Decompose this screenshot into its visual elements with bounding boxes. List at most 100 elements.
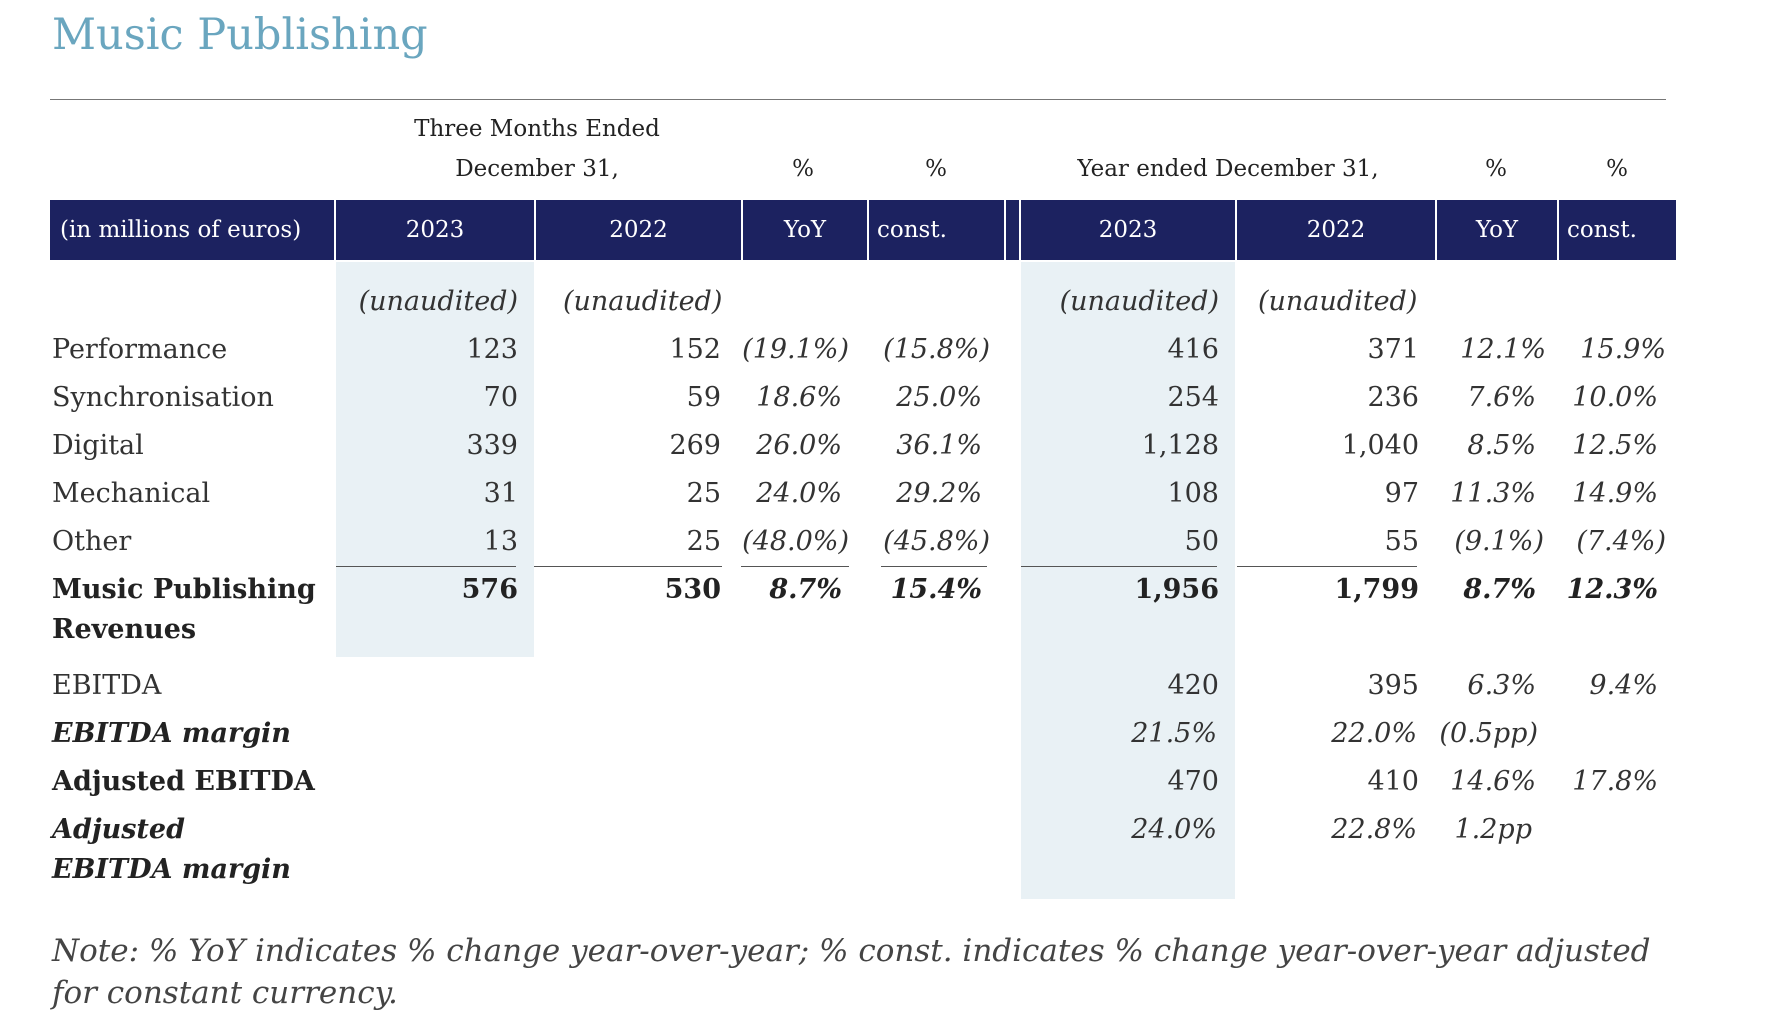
- cell-y2022: 410: [1367, 766, 1419, 797]
- band-separator: [334, 200, 336, 260]
- cell-q2022: 530: [664, 574, 721, 605]
- cell-yconst: (7.4%): [1576, 526, 1666, 557]
- row-label: Mechanical: [52, 478, 211, 509]
- header-pct-yyoy: %: [1485, 156, 1507, 182]
- cell-y2023: 420: [1167, 670, 1219, 701]
- row-label: Performance: [52, 334, 228, 365]
- band-separator: [1235, 200, 1237, 260]
- band-col-y2023: 2023: [1098, 217, 1158, 243]
- band-col-y2022: 2022: [1306, 217, 1366, 243]
- cell-q2022: 25: [686, 526, 721, 557]
- cell-qconst: 15.4%: [890, 574, 982, 605]
- cell-yconst: 14.9%: [1572, 478, 1658, 509]
- cell-qyoy: 18.6%: [756, 382, 842, 413]
- header-year: Year ended December 31,: [1077, 156, 1379, 182]
- cell-q2023: 31: [483, 478, 518, 509]
- cell-q2022: 25: [686, 478, 721, 509]
- subtotal-rule: [881, 566, 987, 567]
- cell-y2023: 254: [1167, 382, 1219, 413]
- cell-yyoy: 12.1%: [1460, 334, 1546, 365]
- band-separator: [867, 200, 869, 260]
- cell-q2022: 269: [669, 430, 721, 461]
- band-separator: [1004, 200, 1006, 260]
- unaudited-y2022: (unaudited): [1258, 286, 1418, 317]
- cell-qconst: 36.1%: [896, 430, 982, 461]
- cell-qconst: (45.8%): [883, 526, 990, 557]
- page-title: Music Publishing: [52, 10, 428, 60]
- cell-q2023: 123: [466, 334, 518, 365]
- unaudited-q2023: (unaudited): [358, 286, 518, 317]
- row-label: Adjusted: [52, 814, 185, 845]
- band-col-q2022: 2022: [609, 217, 668, 243]
- cell-y2022: 371: [1367, 334, 1419, 365]
- cell-qyoy: 26.0%: [756, 430, 842, 461]
- cell-y2022: 1,799: [1334, 574, 1419, 605]
- row-label: Other: [52, 526, 132, 557]
- row-label-cont: EBITDA margin: [52, 854, 291, 885]
- header-quarter-line1: Three Months Ended: [414, 116, 660, 142]
- row-label: Synchronisation: [52, 382, 274, 413]
- cell-yyoy: 1.2pp: [1454, 814, 1532, 845]
- cell-qyoy: (19.1%): [742, 334, 849, 365]
- cell-y2022: 22.8%: [1331, 814, 1417, 845]
- cell-yconst: 9.4%: [1589, 670, 1658, 701]
- cell-y2023: 21.5%: [1131, 718, 1217, 749]
- cell-yyoy: 8.7%: [1463, 574, 1536, 605]
- cell-q2022: 152: [669, 334, 721, 365]
- header-quarter-line2: December 31,: [455, 156, 619, 182]
- band-separator: [534, 200, 536, 260]
- subtotal-rule: [336, 566, 516, 567]
- unaudited-y2023: (unaudited): [1059, 286, 1219, 317]
- row-label-cont: Revenues: [52, 614, 197, 645]
- row-label: Digital: [52, 430, 144, 461]
- cell-qconst: (15.8%): [883, 334, 990, 365]
- cell-y2022: 55: [1384, 526, 1419, 557]
- cell-y2022: 97: [1384, 478, 1419, 509]
- cell-y2023: 108: [1167, 478, 1219, 509]
- cell-qyoy: (48.0%): [742, 526, 849, 557]
- band-col-qyoy: YoY: [783, 217, 827, 243]
- subtotal-rule: [1237, 566, 1417, 567]
- cell-yyoy: 6.3%: [1467, 670, 1536, 701]
- subtotal-rule: [741, 566, 849, 567]
- cell-yyoy: 11.3%: [1450, 478, 1536, 509]
- cell-y2022: 22.0%: [1331, 718, 1417, 749]
- band-col-yconst: const.: [1567, 217, 1637, 243]
- cell-q2023: 339: [466, 430, 518, 461]
- cell-q2023: 70: [483, 382, 518, 413]
- cell-y2023: 1,956: [1134, 574, 1219, 605]
- cell-yconst: 12.3%: [1566, 574, 1658, 605]
- band-unit-label: (in millions of euros): [60, 217, 302, 243]
- cell-q2023: 576: [461, 574, 518, 605]
- cell-y2022: 1,040: [1341, 430, 1419, 461]
- header-pct-yconst: %: [1606, 156, 1628, 182]
- cell-y2023: 24.0%: [1131, 814, 1217, 845]
- cell-y2023: 470: [1167, 766, 1219, 797]
- cell-qconst: 25.0%: [896, 382, 982, 413]
- cell-y2022: 236: [1367, 382, 1419, 413]
- band-col-qconst: const.: [877, 217, 947, 243]
- row-label: Music Publishing: [52, 574, 316, 605]
- cell-yconst: 17.8%: [1572, 766, 1658, 797]
- cell-yyoy: 14.6%: [1450, 766, 1536, 797]
- row-label: EBITDA margin: [52, 718, 291, 749]
- band-separator: [741, 200, 743, 260]
- cell-qyoy: 24.0%: [756, 478, 842, 509]
- cell-qconst: 29.2%: [896, 478, 982, 509]
- subtotal-rule: [1021, 566, 1217, 567]
- cell-qyoy: 8.7%: [769, 574, 842, 605]
- cell-q2023: 13: [483, 526, 518, 557]
- header-pct-qconst: %: [925, 156, 947, 182]
- header-pct-qyoy: %: [792, 156, 814, 182]
- top-rule: [50, 99, 1666, 100]
- cell-yyoy: 8.5%: [1467, 430, 1536, 461]
- band-separator: [1435, 200, 1437, 260]
- band-col-q2023: 2023: [405, 217, 465, 243]
- cell-y2023: 50: [1184, 526, 1219, 557]
- cell-yconst: 15.9%: [1580, 334, 1666, 365]
- q2023-shade: [336, 262, 534, 657]
- cell-yyoy: (9.1%): [1454, 526, 1544, 557]
- cell-y2022: 395: [1367, 670, 1419, 701]
- cell-y2023: 1,128: [1141, 430, 1219, 461]
- cell-yconst: 10.0%: [1572, 382, 1658, 413]
